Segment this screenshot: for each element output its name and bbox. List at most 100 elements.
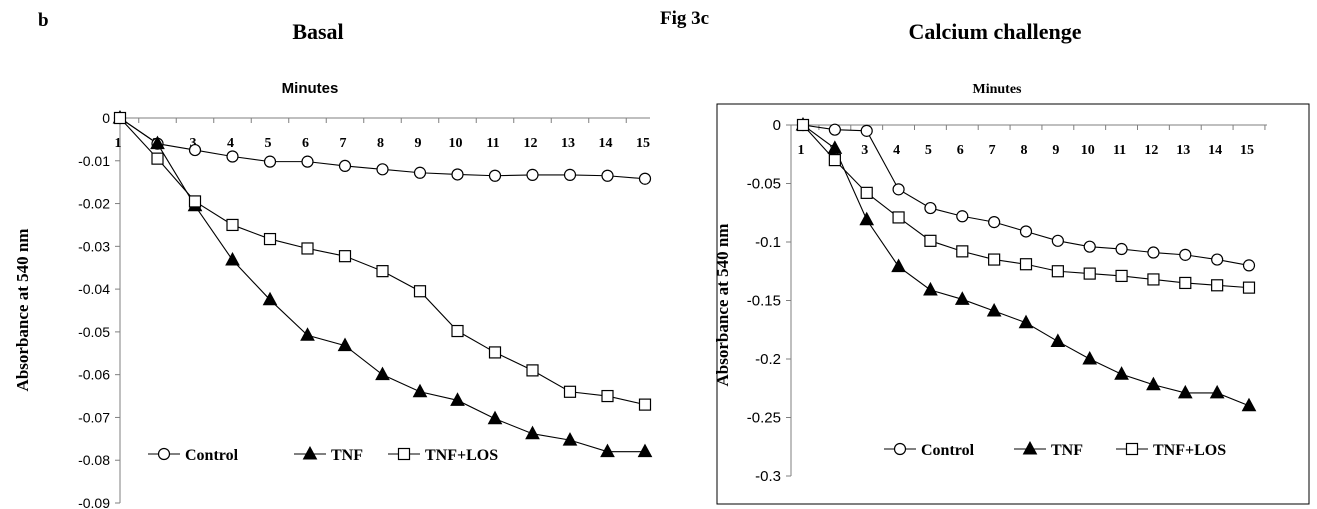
data-point-tnf-los	[113, 111, 127, 125]
data-point-control	[1179, 248, 1192, 261]
chart-frame	[716, 103, 1310, 505]
data-point-tnf	[300, 327, 315, 341]
data-point-control	[1115, 242, 1128, 256]
data-point-tnf-los	[1147, 273, 1160, 286]
legend-marker-tnf-los	[397, 447, 411, 461]
data-point-tnf-los	[563, 385, 577, 398]
y-tick-label: -0.03	[78, 238, 110, 254]
data-point-control	[1019, 225, 1033, 238]
data-point-control	[488, 169, 502, 182]
y-tick-label: -0.07	[78, 409, 110, 425]
data-point-tnf	[225, 251, 240, 266]
data-point-tnf	[1177, 384, 1193, 399]
data-point-tnf-los	[376, 265, 389, 278]
legend-marker-tnf	[1022, 440, 1038, 455]
legend-label-control: Control	[921, 442, 975, 459]
x-tick-label: 14	[1208, 143, 1222, 158]
y-tick-label: 0	[773, 117, 781, 134]
data-point-tnf	[150, 135, 165, 150]
data-point-tnf	[1146, 376, 1161, 391]
data-point-control	[1211, 253, 1224, 266]
data-point-tnf-los	[956, 245, 969, 258]
data-point-tnf-los	[1051, 265, 1064, 278]
y-tick-label: -0.25	[747, 410, 781, 427]
panel-letter: b	[38, 10, 49, 31]
y-tick-label: -0.08	[78, 452, 110, 468]
y-tick-label: -0.09	[78, 495, 110, 509]
data-point-control	[924, 201, 937, 215]
legend-marker-control	[893, 442, 907, 456]
legend-marker-tnf	[302, 445, 318, 460]
chart-basal: Minutes 0 -0.01 -0.02 -0.03 -0.04 -0.05 -0.06 -0…	[13, 80, 653, 509]
data-point-tnf	[487, 410, 503, 425]
data-point-tnf-los	[1211, 279, 1224, 292]
data-point-tnf	[562, 432, 578, 446]
data-point-tnf	[1209, 384, 1225, 399]
data-point-tnf-los	[924, 234, 937, 247]
data-point-tnf	[954, 291, 970, 305]
data-point-control	[1242, 259, 1256, 272]
data-point-tnf	[600, 443, 615, 458]
y-tick-label: -0.3	[755, 468, 781, 485]
data-point-tnf-los	[263, 232, 277, 246]
chart-2-title: Calcium challenge	[909, 19, 1082, 44]
legend-label-tnf-los: TNF+LOS	[1153, 442, 1226, 459]
x-tick-label: 5	[265, 136, 272, 151]
legend-marker-tnf-los	[1125, 442, 1139, 456]
data-point-tnf-los	[301, 242, 314, 255]
data-point-tnf-los	[1179, 276, 1192, 290]
data-point-control	[988, 216, 1001, 229]
x-tick-label: 9	[415, 136, 422, 151]
x-tick-label: 11	[486, 136, 499, 151]
data-point-tnf-los	[451, 324, 464, 338]
x-tick-label: 3	[861, 143, 868, 158]
x-tick-label: 1	[798, 143, 805, 158]
data-point-control	[338, 159, 352, 173]
x-tick-label: 1	[115, 136, 122, 151]
x-tick-label: 15	[1240, 143, 1254, 158]
data-point-tnf-los	[1083, 267, 1096, 280]
data-point-control	[226, 150, 239, 163]
data-point-tnf	[262, 291, 278, 306]
data-point-tnf	[1050, 333, 1066, 347]
data-point-tnf-los	[601, 389, 614, 403]
data-point-control	[413, 166, 427, 179]
data-point-tnf	[891, 258, 906, 273]
legend-label-tnf: TNF	[331, 447, 363, 464]
data-point-tnf	[827, 140, 843, 154]
x-tick-label: 9	[1052, 143, 1059, 158]
y-tick-label: 0	[102, 110, 110, 126]
data-point-tnf	[637, 443, 653, 458]
x-tick-label: 8	[1021, 143, 1028, 158]
y-tick-label: -0.06	[78, 367, 110, 383]
x-tick-label: 10	[1081, 143, 1095, 158]
x-tick-label: 12	[524, 136, 538, 151]
y-axis-title: Absorbance at 540 nm	[13, 229, 32, 392]
top-axis-label: Minutes	[973, 82, 1023, 97]
data-point-tnf-los	[338, 250, 352, 263]
series-line-tnf-los	[119, 117, 646, 406]
data-point-tnf	[1082, 350, 1098, 365]
y-tick-label: -0.2	[755, 351, 781, 368]
data-point-tnf-los	[1019, 258, 1033, 271]
y-tick-label: -0.05	[747, 176, 781, 193]
data-point-tnf	[525, 425, 540, 440]
y-tick-label: -0.05	[78, 324, 110, 340]
x-tick-label: 5	[925, 143, 932, 158]
x-tick-label: 6	[302, 136, 309, 151]
data-point-control	[638, 172, 652, 185]
x-tick-label: 11	[1113, 143, 1126, 158]
chart-1-title: Basal	[292, 19, 343, 44]
data-point-control	[188, 143, 202, 157]
y-tick-label: -0.01	[78, 153, 110, 169]
data-point-tnf-los	[188, 195, 202, 208]
legend-label-tnf-los: TNF+LOS	[425, 447, 498, 464]
data-point-control	[956, 210, 969, 223]
x-tick-label: 10	[449, 136, 463, 151]
y-tick-label: -0.1	[755, 234, 781, 251]
data-point-control	[860, 124, 873, 137]
figure-label: Fig 3c	[660, 8, 709, 29]
x-tick-label: 8	[377, 136, 384, 151]
legend-marker-control	[157, 447, 171, 461]
